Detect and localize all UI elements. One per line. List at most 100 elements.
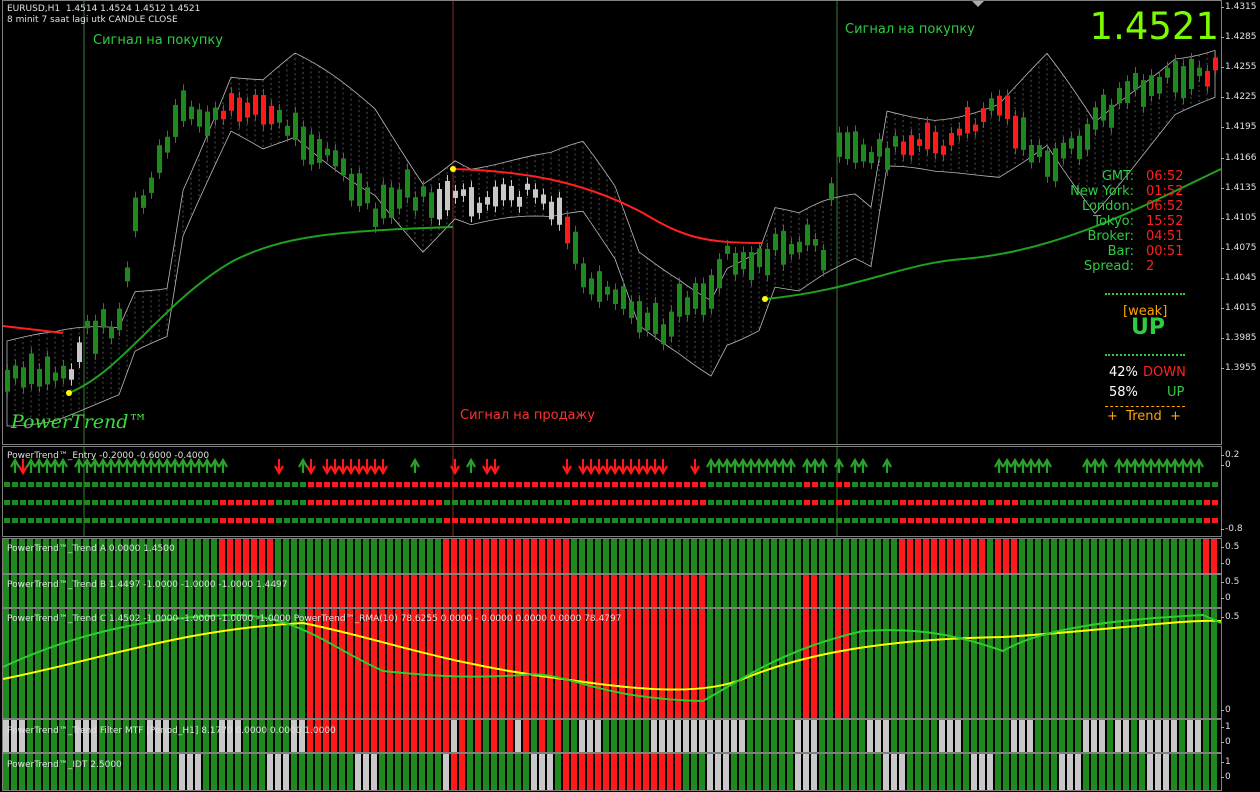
histogram-bar <box>675 754 681 790</box>
histogram-bar <box>1131 609 1137 718</box>
price-axis[interactable]: 1.4315 1.4285 1.4255 1.4225 1.4195 1.4166 1.41… <box>1221 0 1260 443</box>
entry-dot <box>924 500 930 505</box>
trend-a-pane[interactable]: PowerTrend™_Trend A 0.0000 1.4500 <box>2 538 1222 574</box>
entry-dot <box>1052 500 1058 505</box>
histogram-bar <box>507 720 513 752</box>
histogram-bar <box>739 539 745 573</box>
entry-dot <box>1028 482 1034 487</box>
histogram-bar <box>387 539 393 573</box>
histogram-bar <box>1171 539 1177 573</box>
entry-dot <box>396 518 402 523</box>
candle-body <box>317 138 322 163</box>
histogram-bar <box>539 539 545 573</box>
histogram-bar <box>155 575 161 607</box>
histogram-bar <box>979 609 985 718</box>
trend-b-pane[interactable]: PowerTrend™_Trend B 1.4497 -1.0000 -1.00… <box>2 574 1222 608</box>
histogram-bar <box>795 720 801 752</box>
candle-body <box>1029 144 1034 163</box>
histogram-bar <box>91 754 97 790</box>
entry-dot <box>28 482 34 487</box>
trend-c-pane[interactable]: PowerTrend™_Trend C 1.4502 -1.0000 -1.00… <box>2 608 1222 719</box>
entry-dot <box>164 500 170 505</box>
trend-filter-pane[interactable]: PowerTrend™_Trend Filter MTF [Period_H1]… <box>2 719 1222 753</box>
histogram-bar <box>379 720 385 752</box>
histogram-bar <box>907 754 913 790</box>
entry-dot <box>1060 518 1066 523</box>
entry-dot <box>108 518 114 523</box>
histogram-bar <box>291 539 297 573</box>
histogram-bar <box>1123 720 1129 752</box>
axis-tick: 1 <box>1221 757 1231 767</box>
entry-dot <box>340 482 346 487</box>
up-arrow-icon <box>802 457 812 473</box>
red-ma-line <box>3 325 64 334</box>
histogram-bar <box>843 754 849 790</box>
price-chart-pane[interactable]: EURUSD,H1 1.4514 1.4524 1.4512 1.4521 8 … <box>2 0 1222 445</box>
entry-dot <box>820 482 826 487</box>
entry-dot <box>604 500 610 505</box>
histogram-bar <box>267 575 273 607</box>
entry-dot <box>36 482 42 487</box>
histogram-bar <box>667 539 673 573</box>
histogram-bar <box>307 720 313 752</box>
entry-dot <box>668 500 674 505</box>
entry-dot <box>436 482 442 487</box>
entry-indicator-pane[interactable]: PowerTrend™_Entry -0.2000 -0.6000 -0.400… <box>2 446 1222 537</box>
entry-dot <box>396 500 402 505</box>
candle-body <box>925 122 930 150</box>
histogram-bar <box>587 720 593 752</box>
entry-dot <box>980 482 986 487</box>
histogram-bar <box>699 720 705 752</box>
histogram-bar <box>1123 539 1129 573</box>
histogram-bar <box>803 539 809 573</box>
entry-dot <box>492 500 498 505</box>
down-arrow-icon <box>354 459 364 476</box>
entry-dot <box>284 482 290 487</box>
candle-body <box>61 365 66 379</box>
candle-body <box>1117 87 1122 104</box>
entry-dot <box>980 500 986 505</box>
entry-dot <box>380 482 386 487</box>
histogram-bar <box>59 609 65 718</box>
up-arrow-icon <box>770 457 780 473</box>
entry-dot <box>1116 518 1122 523</box>
histogram-bar <box>1131 720 1137 752</box>
histogram-bar <box>827 754 833 790</box>
entry-dot <box>396 482 402 487</box>
candle-body <box>501 184 506 201</box>
candle-body <box>733 253 738 275</box>
entry-dot <box>412 482 418 487</box>
candle-body <box>685 297 690 316</box>
entry-dot <box>492 482 498 487</box>
histogram-bar <box>1147 720 1153 752</box>
entry-dot <box>756 518 762 523</box>
histogram-bar <box>427 754 433 790</box>
up-arrow-icon <box>26 457 36 473</box>
candle-body <box>525 183 530 190</box>
histogram-bar <box>67 720 73 752</box>
candle-body <box>1141 80 1146 107</box>
candle-body <box>1013 115 1018 149</box>
histogram-bar <box>355 720 361 752</box>
candle-body <box>781 230 786 265</box>
histogram-bar <box>563 609 569 718</box>
entry-dot <box>780 500 786 505</box>
histogram-bar <box>1203 609 1209 718</box>
histogram-bar <box>571 720 577 752</box>
entry-dot <box>612 500 618 505</box>
histogram-bar <box>235 575 241 607</box>
idt-pane[interactable]: PowerTrend™_IDT 2.5000 <box>2 753 1222 791</box>
entry-dot <box>820 500 826 505</box>
entry-dot <box>828 518 834 523</box>
histogram-bar <box>971 754 977 790</box>
chart-shift-marker[interactable] <box>972 1 984 7</box>
entry-dot <box>84 482 90 487</box>
histogram-bar <box>787 539 793 573</box>
entry-dot <box>308 518 314 523</box>
down-arrow-icon <box>594 459 604 476</box>
histogram-bar <box>1211 720 1217 752</box>
histogram-bar <box>163 575 169 607</box>
entry-dot <box>844 518 850 523</box>
histogram-bar <box>331 754 337 790</box>
histogram-bar <box>1075 609 1081 718</box>
